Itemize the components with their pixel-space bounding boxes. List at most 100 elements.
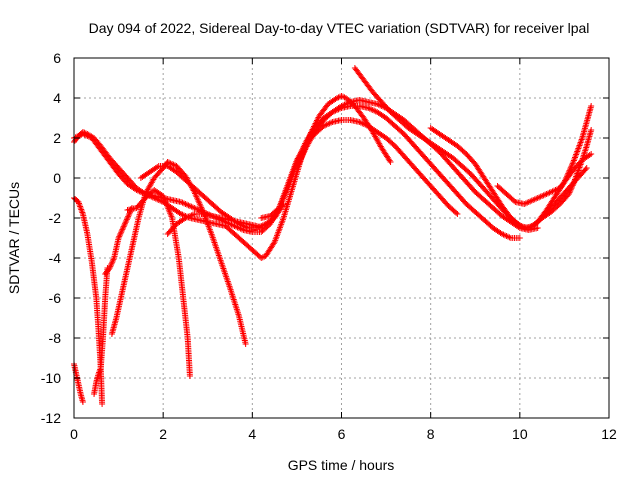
data-point <box>506 234 513 241</box>
data-point <box>259 254 266 261</box>
data-point <box>586 152 593 158</box>
data-point <box>182 215 189 221</box>
data-point <box>528 197 535 204</box>
data-point <box>565 191 572 197</box>
x-tick-label: 6 <box>338 426 346 442</box>
data-point <box>191 205 198 211</box>
data-point <box>501 232 508 239</box>
data-point <box>545 190 552 197</box>
data-point <box>500 231 507 238</box>
data-point <box>279 202 286 209</box>
axis-ticks: 0 2 4 6 8 10 12 -12 -10 -8 -6 -4 -2 0 2 4 6 <box>41 50 617 442</box>
data-point <box>124 215 131 221</box>
data-point <box>280 201 287 207</box>
data-point <box>369 107 376 113</box>
data-point <box>525 199 532 205</box>
data-point <box>133 187 140 193</box>
data-point <box>569 161 576 168</box>
data-point <box>567 166 574 173</box>
data-point <box>539 193 546 199</box>
data-point <box>178 199 184 205</box>
data-point <box>255 224 262 231</box>
data-point <box>341 101 348 108</box>
y-tick-label: 0 <box>53 170 61 186</box>
data-point <box>270 240 277 247</box>
data-point <box>564 171 571 178</box>
data-point <box>179 211 186 218</box>
data-point <box>238 222 245 229</box>
data-point <box>338 103 345 109</box>
data-point <box>357 119 364 126</box>
data-point <box>258 255 265 261</box>
data-point <box>339 102 346 109</box>
data-point <box>136 188 143 195</box>
y-axis-label: SDTVAR / TECUs <box>6 182 22 294</box>
data-point <box>569 160 576 167</box>
data-point <box>531 196 538 203</box>
y-tick-label: -4 <box>49 250 62 266</box>
data-point <box>243 224 250 231</box>
data-point <box>256 223 263 230</box>
data-point <box>338 93 345 99</box>
data-point <box>530 197 537 203</box>
data-point <box>107 263 114 270</box>
data-point <box>106 265 113 271</box>
x-tick-label: 10 <box>512 426 528 442</box>
data-point <box>562 176 569 183</box>
data-point <box>325 121 332 127</box>
data-point <box>118 227 125 234</box>
data-point <box>549 188 556 195</box>
data-point <box>76 132 83 139</box>
data-point <box>154 164 161 170</box>
data-point <box>339 93 346 100</box>
data-point <box>356 119 363 125</box>
data-point <box>115 235 122 241</box>
data-point <box>527 198 534 205</box>
data-point <box>189 204 196 211</box>
data-point <box>109 257 116 264</box>
data-point <box>360 121 367 127</box>
data-point <box>540 192 547 199</box>
data-point <box>569 182 576 189</box>
data-point <box>110 256 117 263</box>
data-point <box>242 341 249 347</box>
data-point <box>537 193 544 200</box>
data-point <box>125 212 132 219</box>
data-point <box>117 230 124 237</box>
data-point <box>118 229 125 236</box>
data-point <box>185 213 192 220</box>
data-point <box>179 199 186 206</box>
data-point <box>566 167 573 174</box>
data-point <box>235 221 242 227</box>
data-point <box>552 187 559 193</box>
data-point <box>386 157 393 164</box>
data-point <box>567 188 574 195</box>
data-point <box>326 120 333 127</box>
data-point <box>108 260 115 267</box>
data-point <box>359 120 366 127</box>
y-tick-label: 2 <box>53 130 61 146</box>
data-point <box>335 94 342 101</box>
data-point <box>453 209 460 216</box>
data-point <box>79 399 86 405</box>
data-point <box>170 161 177 168</box>
x-axis-label: GPS time / hours <box>288 457 395 473</box>
data-point <box>511 197 518 204</box>
y-tick-label: -12 <box>41 410 61 426</box>
series-track-7 <box>494 103 595 207</box>
data-point <box>553 186 560 193</box>
data-point <box>258 223 265 229</box>
data-point <box>567 164 574 171</box>
y-tick-label: -2 <box>49 210 62 226</box>
data-point <box>99 401 106 407</box>
data-point <box>344 100 351 107</box>
data-point <box>563 174 570 181</box>
data-point <box>72 134 79 141</box>
data-point <box>522 200 529 207</box>
data-point <box>134 187 141 194</box>
data-point <box>568 185 575 192</box>
data-point <box>85 133 92 140</box>
data-point <box>328 119 335 126</box>
data-point <box>566 189 573 196</box>
data-point <box>334 95 341 101</box>
